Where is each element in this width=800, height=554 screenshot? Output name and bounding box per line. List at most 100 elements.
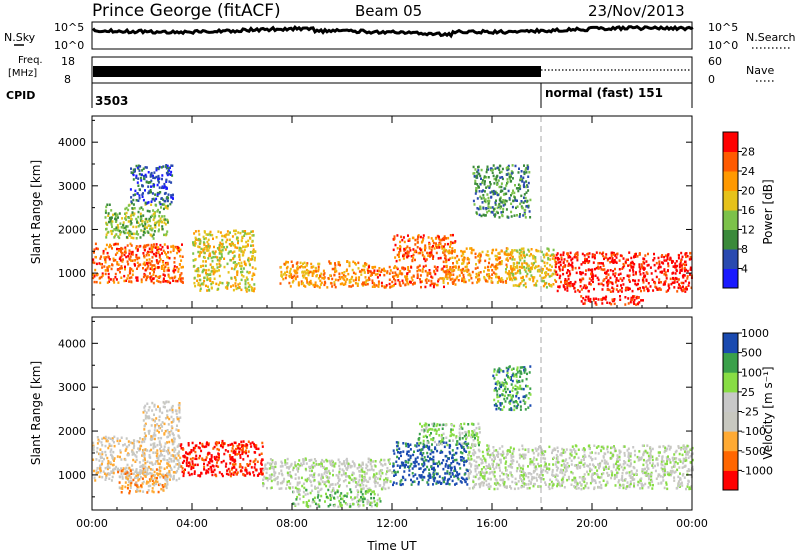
power-cell bbox=[530, 274, 533, 277]
power-cell bbox=[605, 253, 608, 256]
velocity-cell bbox=[321, 458, 324, 462]
velocity-cell bbox=[142, 490, 145, 493]
velocity-cell bbox=[128, 491, 131, 495]
power-cell bbox=[562, 284, 565, 287]
velocity-cell bbox=[192, 446, 195, 450]
power-cell bbox=[315, 270, 318, 273]
power-cell bbox=[395, 259, 398, 263]
velocity-cell bbox=[166, 462, 169, 465]
power-cell bbox=[249, 237, 252, 240]
velocity-cell bbox=[347, 465, 350, 468]
power-cell bbox=[304, 285, 307, 288]
power-cell bbox=[442, 260, 445, 264]
velocity-cell bbox=[234, 453, 237, 456]
velocity-cell bbox=[135, 458, 138, 462]
power-cell bbox=[284, 276, 287, 280]
power-cell bbox=[623, 264, 626, 267]
velocity-cell bbox=[359, 470, 362, 473]
velocity-cell bbox=[273, 473, 276, 476]
velocity-cell bbox=[167, 431, 170, 435]
power-cell bbox=[433, 247, 436, 250]
velocity-cell bbox=[296, 481, 299, 484]
power-cell bbox=[170, 196, 173, 199]
power-cell bbox=[403, 247, 406, 251]
power-cell bbox=[177, 270, 180, 273]
power-cell bbox=[396, 234, 399, 237]
velocity-cell bbox=[149, 484, 152, 488]
velocity-cell bbox=[258, 453, 261, 457]
velocity-cell bbox=[172, 418, 175, 421]
power-cell bbox=[143, 227, 146, 231]
power-cell bbox=[253, 250, 256, 253]
power-cell bbox=[158, 214, 161, 218]
power-cell bbox=[227, 271, 230, 274]
power-cell bbox=[163, 268, 166, 272]
power-cell bbox=[151, 198, 154, 201]
power-cell bbox=[383, 273, 386, 277]
power-cell bbox=[620, 254, 623, 258]
power-cell bbox=[130, 252, 133, 256]
power-cell bbox=[144, 223, 147, 226]
velocity-cell bbox=[259, 467, 262, 471]
velocity-cell bbox=[170, 421, 173, 424]
power-cell bbox=[568, 281, 571, 285]
power-cell bbox=[194, 242, 197, 245]
velocity-cell bbox=[136, 471, 138, 474]
velocity-cell bbox=[262, 484, 265, 488]
power-cell bbox=[148, 210, 151, 213]
power-cell bbox=[151, 192, 154, 195]
power-cell bbox=[487, 265, 489, 269]
power-cell bbox=[640, 266, 643, 269]
power-cell bbox=[486, 273, 489, 276]
power-cell bbox=[209, 279, 212, 282]
power-cell bbox=[135, 237, 138, 240]
velocity-cell bbox=[276, 477, 279, 480]
power-cell bbox=[479, 271, 482, 274]
power-cell bbox=[605, 272, 608, 275]
power-cell bbox=[477, 271, 480, 275]
power-cell bbox=[166, 187, 168, 190]
power-cell bbox=[445, 270, 448, 273]
velocity-cell bbox=[153, 481, 155, 484]
power-cell bbox=[486, 211, 489, 214]
velocity-cell bbox=[369, 488, 372, 492]
power-cell bbox=[668, 287, 671, 290]
power-cell bbox=[566, 259, 569, 263]
power-cell bbox=[136, 192, 139, 195]
cpid-panel: CPID 3503 normal (fast) 151 bbox=[6, 83, 693, 108]
power-cell bbox=[479, 259, 482, 262]
power-cell bbox=[144, 189, 146, 192]
velocity-cell bbox=[156, 429, 159, 432]
power-cell bbox=[118, 212, 121, 215]
power-cell bbox=[102, 249, 105, 253]
velocity-cell bbox=[273, 470, 276, 474]
velocity-cell bbox=[260, 463, 263, 466]
power-cell bbox=[398, 283, 401, 286]
velocity-cell bbox=[386, 477, 389, 480]
velocity-cell bbox=[95, 471, 98, 475]
power-cell bbox=[506, 173, 509, 176]
velocity-cell bbox=[313, 479, 316, 482]
velocity-cell bbox=[201, 442, 204, 446]
power-cell bbox=[144, 221, 146, 224]
power-cell bbox=[208, 252, 211, 255]
power-cell bbox=[221, 234, 224, 238]
power-cell bbox=[569, 251, 572, 255]
power-cell bbox=[491, 269, 494, 272]
power-cell bbox=[138, 245, 141, 248]
velocity-cell bbox=[388, 458, 391, 461]
power-cell bbox=[613, 299, 615, 302]
power-cell bbox=[386, 270, 389, 273]
velocity-cell bbox=[370, 496, 373, 500]
velocity-cell bbox=[241, 444, 244, 447]
power-cell bbox=[611, 299, 614, 303]
power-cell bbox=[148, 258, 151, 261]
power-cell bbox=[445, 237, 447, 240]
velocity-cell bbox=[195, 454, 198, 458]
velocity-cell bbox=[338, 478, 341, 481]
power-cell bbox=[236, 273, 239, 277]
power-cell bbox=[358, 276, 361, 279]
velocity-cell bbox=[168, 433, 171, 437]
velocity-cell bbox=[170, 460, 173, 463]
power-cell bbox=[367, 276, 370, 280]
